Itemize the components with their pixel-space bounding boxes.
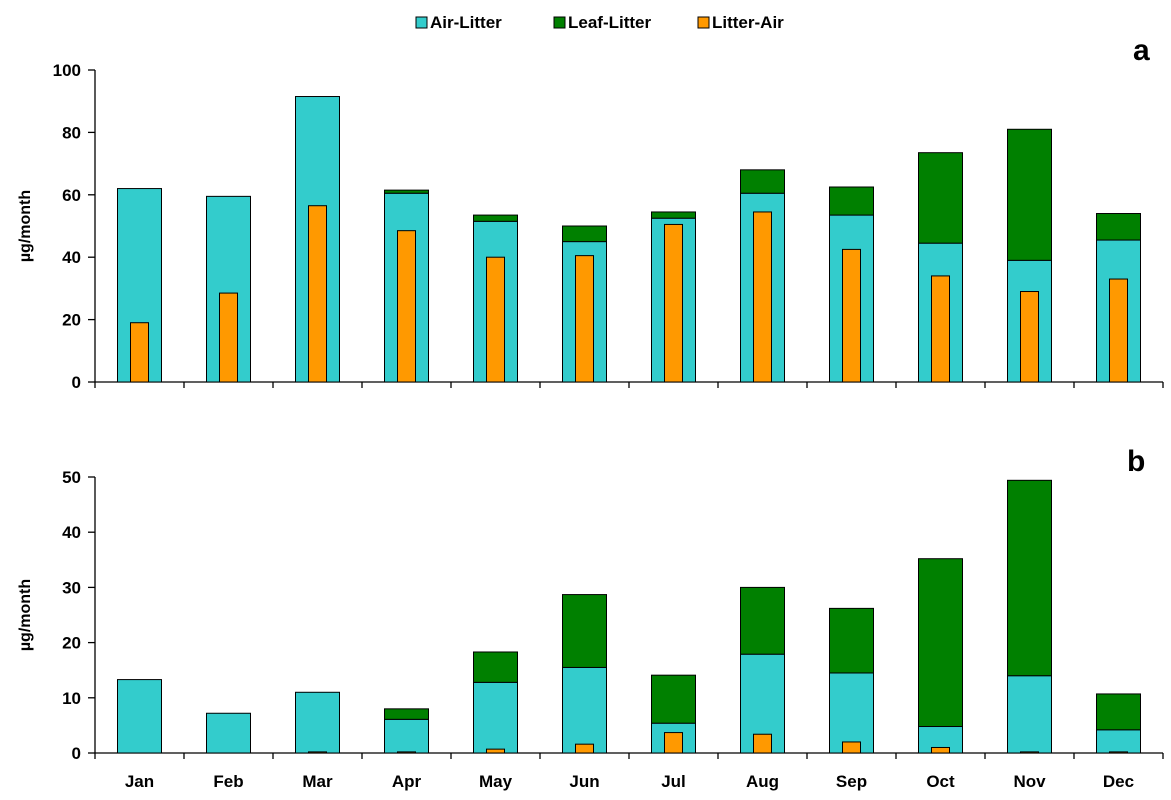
panel-b-y-tick-label: 50 [62, 468, 81, 487]
panel-b-bar-air-litter [117, 679, 162, 754]
panel-b-bar-air-litter [1007, 675, 1052, 754]
panel-a-bar-litter-air [1109, 278, 1128, 383]
panel-a-bar-leaf-litter [651, 211, 696, 219]
legend-label-air-litter: Air-Litter [430, 13, 502, 32]
panel-b-x-tick-label: Feb [213, 772, 243, 791]
panel-b-y-tick-label: 0 [72, 744, 81, 763]
panel-a-y-tick-label: 100 [53, 61, 81, 80]
panel-a-bar-litter-air [486, 256, 505, 383]
panel-b-bar-leaf-litter [562, 594, 607, 668]
panel-b-y-tick-label: 40 [62, 523, 81, 542]
panel-b-bar-litter-air [753, 733, 772, 754]
panel-b-bar-leaf-litter [651, 674, 696, 724]
panel-a-bar-litter-air [1020, 291, 1039, 383]
panel-b-bar-leaf-litter [918, 558, 963, 728]
panel-b-bar-leaf-litter [1007, 479, 1052, 677]
panel-b-bar-leaf-litter [1096, 693, 1141, 731]
panel-b-y-tick-label: 10 [62, 689, 81, 708]
panel-b-y-tick-label: 20 [62, 634, 81, 653]
legend-label-leaf-litter: Leaf-Litter [568, 13, 652, 32]
legend-swatch-leaf-litter [553, 16, 566, 29]
panel-b-x-tick-label: Jul [661, 772, 686, 791]
panel-b-label: b [1127, 445, 1145, 478]
panel-a-bar-leaf-litter [384, 189, 429, 194]
panel-a-y-tick-label: 0 [72, 373, 81, 392]
panel-b-bar-litter-air [1109, 751, 1128, 754]
panel-b-bar-litter-air [664, 732, 683, 754]
panel-a-bar-litter-air [219, 292, 238, 383]
panel-b-bar-air-litter [384, 718, 429, 754]
panel-b-x-tick-label: Aug [746, 772, 779, 791]
panel-b-bar-air-litter [473, 681, 518, 754]
panel-b-bar-air-litter [206, 712, 251, 754]
panel-a-bar-litter-air [575, 255, 594, 383]
panel-a-bar-litter-air [664, 223, 683, 383]
panel-b-bar-litter-air [931, 746, 950, 754]
panel-a-bar-leaf-litter [562, 225, 607, 243]
panel-b-x-tick-label: Sep [836, 772, 867, 791]
panel-a-label: a [1133, 34, 1150, 67]
panel-a-y-axis-title: µg/month [17, 190, 34, 262]
panel-a-bar-litter-air [130, 322, 149, 383]
panel-b-bar-leaf-litter [473, 651, 518, 683]
panel-b-bar-air-litter [1096, 729, 1141, 754]
panel-a-bar-leaf-litter [473, 214, 518, 222]
panel-a-bar-leaf-litter [1096, 213, 1141, 241]
panel-b-bar-litter-air [308, 751, 327, 754]
panel-b-x-tick-label: Jun [569, 772, 599, 791]
panel-a-bar-litter-air [842, 248, 861, 383]
panel-b-x-tick-label: Mar [302, 772, 333, 791]
panel-b-x-tick-label: Dec [1103, 772, 1134, 791]
legend-swatch-air-litter [415, 16, 428, 29]
legend-label-litter-air: Litter-Air [712, 13, 784, 32]
panel-b-x-tick-label: Jan [125, 772, 154, 791]
panel-a-bar-leaf-litter [829, 186, 874, 216]
panel-b-bar-litter-air [486, 748, 505, 754]
panel-a-bar-litter-air [753, 211, 772, 383]
panel-b-bar-litter-air [397, 751, 416, 754]
panel-b-bar-air-litter [295, 691, 340, 754]
panel-b-bar-leaf-litter [740, 586, 785, 655]
legend-swatch-litter-air [697, 16, 710, 29]
panel-a-bar-litter-air [397, 230, 416, 383]
panel-b-bar-air-litter [829, 672, 874, 754]
panel-b-y-axis-title: µg/month [17, 579, 34, 651]
panel-b-bar-leaf-litter [829, 607, 874, 674]
panel-b-x-tick-label: Nov [1013, 772, 1046, 791]
panel-a-bar-litter-air [308, 205, 327, 383]
panel-a-y-tick-label: 40 [62, 248, 81, 267]
panel-b-x-tick-label: May [479, 772, 513, 791]
panel-b-bar-litter-air [1020, 751, 1039, 754]
panel-b-x-tick-label: Oct [926, 772, 955, 791]
panel-a-bar-leaf-litter [918, 152, 963, 244]
panel-a-bar-leaf-litter [1007, 128, 1052, 261]
panel-b-bar-leaf-litter [384, 708, 429, 720]
panel-a-y-tick-label: 20 [62, 311, 81, 330]
panel-b-bar-air-litter [562, 666, 607, 754]
panel-b-x-tick-label: Apr [392, 772, 422, 791]
panel-b-bar-litter-air [842, 741, 861, 754]
panel-a-bar-leaf-litter [740, 169, 785, 194]
panel-b-y-tick-label: 30 [62, 578, 81, 597]
panel-a-y-tick-label: 80 [62, 123, 81, 142]
panel-b-bar-litter-air [575, 743, 594, 754]
panel-a-y-tick-label: 60 [62, 186, 81, 205]
panel-a-bar-litter-air [931, 275, 950, 383]
